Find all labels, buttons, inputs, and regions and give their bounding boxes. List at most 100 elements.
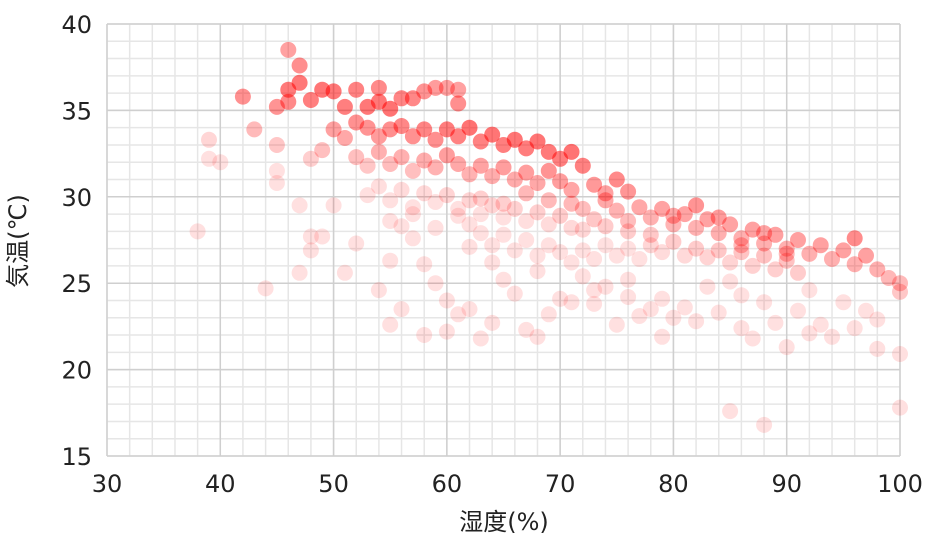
data-point	[676, 299, 693, 316]
data-point	[416, 121, 433, 138]
data-point	[722, 403, 739, 420]
data-point	[382, 156, 399, 172]
data-point	[597, 192, 614, 209]
y-tick-label: 30	[61, 184, 92, 212]
data-point	[756, 235, 773, 252]
data-point	[654, 328, 671, 345]
data-point	[461, 216, 478, 233]
data-point	[461, 301, 478, 318]
data-point	[506, 285, 523, 302]
data-point	[427, 79, 444, 96]
data-point	[325, 197, 342, 214]
data-point	[518, 185, 535, 202]
data-point	[586, 295, 603, 312]
data-point	[552, 173, 569, 190]
data-point	[280, 41, 297, 58]
data-point	[801, 282, 818, 299]
data-point	[620, 183, 637, 200]
data-point	[665, 207, 682, 224]
data-point	[892, 346, 908, 362]
data-point	[268, 98, 285, 115]
data-point	[665, 216, 682, 233]
data-point	[518, 213, 535, 229]
data-point	[518, 232, 535, 248]
data-point	[484, 314, 501, 331]
data-point	[710, 209, 727, 226]
data-point	[495, 159, 512, 176]
data-point	[201, 150, 217, 167]
data-point	[620, 240, 637, 257]
data-point	[563, 181, 580, 198]
data-point	[450, 200, 467, 217]
data-point	[404, 206, 421, 223]
data-point	[370, 282, 387, 299]
data-point	[495, 226, 512, 243]
data-point	[506, 200, 523, 217]
data-point	[540, 216, 557, 233]
data-point	[744, 330, 761, 347]
data-point	[699, 211, 716, 228]
data-point	[699, 278, 716, 295]
data-point	[212, 154, 229, 171]
data-point	[767, 261, 784, 278]
data-point	[484, 254, 501, 271]
data-point	[756, 416, 773, 433]
data-point	[790, 264, 806, 281]
data-point	[642, 301, 659, 318]
data-point	[574, 157, 591, 174]
x-tick-label: 30	[92, 470, 123, 498]
data-point	[563, 219, 580, 236]
data-point	[529, 133, 546, 150]
data-point	[642, 209, 659, 226]
data-point	[382, 252, 399, 269]
data-point	[393, 149, 410, 166]
data-point	[336, 264, 353, 281]
data-point	[518, 164, 535, 181]
data-point	[722, 273, 739, 290]
data-point	[382, 121, 399, 138]
data-point	[892, 283, 908, 300]
data-point	[404, 230, 421, 247]
data-point	[382, 213, 399, 229]
data-point	[291, 197, 308, 214]
data-point	[291, 57, 308, 74]
data-point	[450, 156, 467, 172]
data-point	[801, 245, 818, 262]
data-point	[416, 327, 433, 343]
data-point	[246, 121, 263, 138]
data-point	[427, 159, 444, 176]
data-point	[846, 320, 863, 337]
data-point	[654, 290, 671, 307]
data-point	[268, 162, 285, 179]
data-point	[699, 249, 716, 266]
data-point	[858, 247, 874, 264]
data-point	[620, 213, 637, 229]
data-point	[688, 219, 705, 236]
data-point	[552, 244, 569, 261]
data-point	[858, 302, 874, 319]
data-point	[642, 237, 659, 254]
data-point	[597, 185, 614, 202]
data-point	[450, 95, 467, 112]
data-point	[710, 225, 727, 242]
grid	[106, 23, 901, 457]
data-point	[427, 131, 444, 148]
data-point	[563, 254, 580, 271]
data-point	[654, 200, 671, 217]
data-point	[892, 399, 908, 416]
data-point	[472, 157, 489, 174]
data-point	[688, 313, 705, 330]
data-point	[552, 207, 569, 224]
data-point	[302, 228, 319, 245]
data-point	[268, 175, 285, 191]
data-point	[801, 325, 818, 342]
data-point	[744, 257, 761, 274]
data-point	[767, 314, 784, 331]
data-point	[608, 316, 625, 333]
data-point	[608, 247, 625, 264]
data-point	[631, 199, 648, 216]
data-point	[767, 226, 784, 243]
y-tick-label: 35	[61, 97, 92, 125]
data-point	[472, 330, 489, 347]
